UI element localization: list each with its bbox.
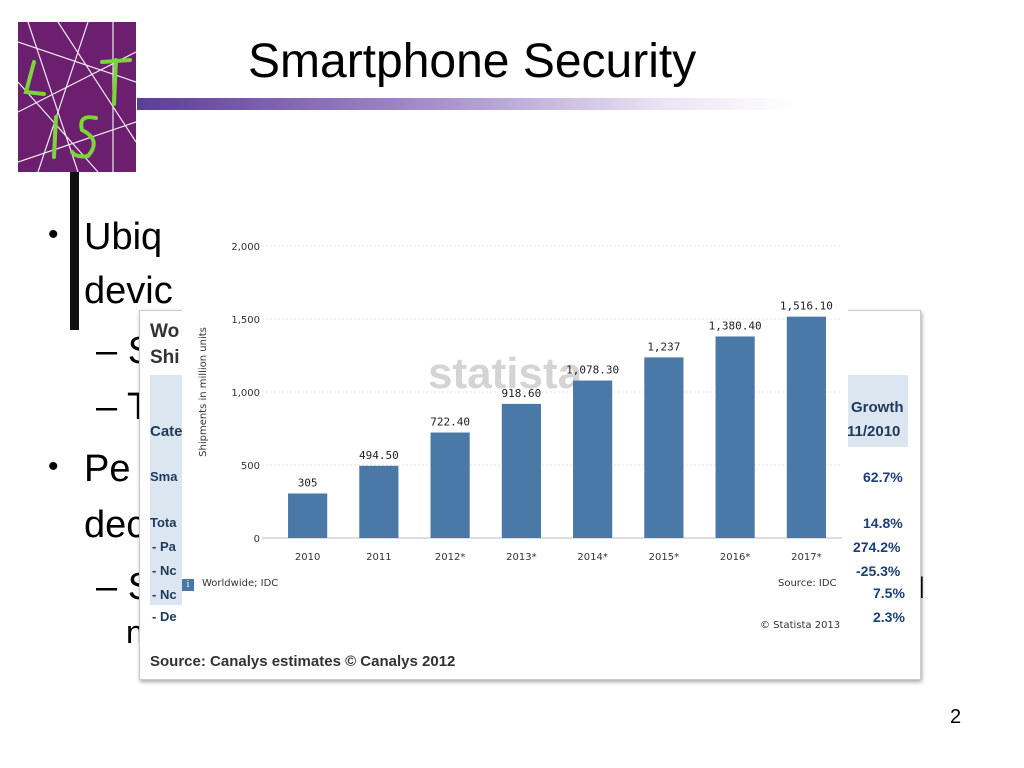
- table-row-nc: - Nc: [152, 563, 177, 578]
- table-row-smartphones: Sma: [150, 469, 178, 484]
- bar-value-label: 305: [298, 476, 318, 489]
- x-tick-label: 2015*: [649, 552, 679, 563]
- bar-value-label: 722.40: [430, 416, 470, 429]
- x-tick-label: 2011: [366, 552, 391, 563]
- bar-value-label: 1,516.10: [780, 300, 833, 313]
- lis-logo: [17, 21, 137, 173]
- y-axis-label: Shipments in million units: [198, 327, 209, 457]
- growth-value: 7.5%: [873, 585, 905, 601]
- bar: [573, 380, 613, 538]
- x-tick-label: 2012*: [435, 552, 465, 563]
- info-icon: i: [182, 579, 194, 591]
- table-col-growth-1: Growth: [851, 399, 904, 416]
- x-tick-label: 2013*: [506, 552, 536, 563]
- bar: [715, 336, 755, 538]
- bullet-2-dot: •: [48, 450, 59, 483]
- y-tick-label: 2,000: [231, 242, 260, 253]
- bullet-2-line-1: Pe: [84, 448, 131, 490]
- x-tick-label: 2017*: [791, 552, 821, 563]
- sub-bullet-3-tail: l: [918, 572, 925, 605]
- bar: [359, 465, 399, 538]
- bullet-1-line-2: devic: [84, 270, 173, 312]
- table-row-nc-2: - Nc: [152, 587, 177, 602]
- bar-value-label: 1,078.30: [566, 364, 619, 377]
- table-row-de: - De: [152, 609, 177, 624]
- table-title-line-2: Shi: [150, 347, 180, 368]
- bar: [644, 357, 684, 538]
- x-tick-label: 2016*: [720, 552, 750, 563]
- table-col-category: Cate: [150, 423, 183, 440]
- bar: [430, 432, 470, 538]
- table-source: Source: Canalys estimates © Canalys 2012: [150, 653, 456, 670]
- page-number: 2: [950, 706, 962, 728]
- table-row-pa: - Pa: [152, 539, 176, 554]
- y-tick-label: 1,500: [231, 315, 260, 326]
- slide-title: Smartphone Security: [248, 35, 697, 88]
- chart-source: Source: IDC: [778, 578, 837, 589]
- bar-value-label: 1,237: [647, 340, 680, 353]
- bar-value-label: 494.50: [359, 449, 399, 462]
- bullet-1-dot: •: [48, 218, 59, 251]
- growth-value: 14.8%: [863, 515, 903, 531]
- chart-svg: statista 0 500 1,000 1,500 2,000 Shipments in …: [198, 242, 842, 563]
- growth-value: 274.2%: [853, 539, 901, 555]
- bar: [288, 493, 328, 538]
- x-tick-label: 2010: [295, 552, 320, 563]
- bullet-1-line-1: Ubiq: [84, 216, 163, 258]
- y-tick-label: 1,000: [231, 388, 260, 399]
- table-col-growth-2: 11/2010: [847, 423, 901, 440]
- y-tick-label: 0: [254, 534, 260, 545]
- bar: [501, 403, 541, 538]
- title-underline: [137, 98, 793, 110]
- growth-value: 62.7%: [863, 469, 903, 485]
- table-row-total: Tota: [150, 515, 177, 530]
- chart-footnote: Worldwide; IDC: [202, 578, 279, 589]
- growth-value: -25.3%: [856, 563, 901, 579]
- table-band-right: [846, 375, 908, 447]
- bar-value-label: 1,380.40: [709, 319, 762, 332]
- table-title-line-1: Wo: [150, 321, 180, 342]
- logo-stem: [70, 172, 79, 330]
- x-tick-label: 2014*: [577, 552, 607, 563]
- chart-copyright: © Statista 2013: [760, 620, 841, 631]
- bar: [786, 316, 826, 538]
- statista-chart: statista 0 500 1,000 1,500 2,000 Shipments in …: [182, 214, 848, 638]
- statista-watermark: statista: [428, 349, 583, 398]
- bar-value-label: 918.60: [502, 387, 542, 400]
- y-tick-label: 500: [241, 461, 260, 472]
- bullet-2-line-2: dec: [84, 504, 146, 546]
- growth-value: 2.3%: [873, 609, 905, 625]
